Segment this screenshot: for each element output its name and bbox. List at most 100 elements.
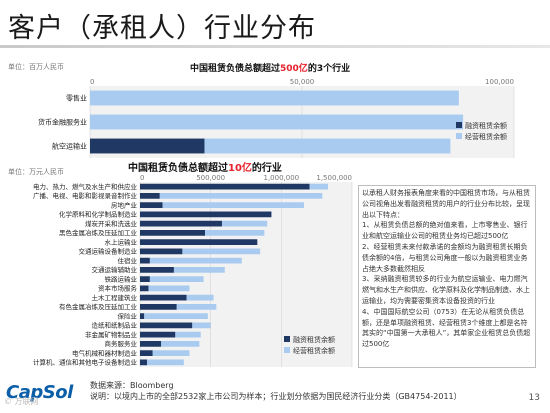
- bar-finance-lease: [140, 304, 177, 310]
- bar-finance-lease: [140, 230, 206, 236]
- notes-item: 1、从租赁负债总额的绝对值来看，上市零售业、银行业和航空运输业公司的租赁业务均已…: [362, 221, 528, 241]
- bar-operating-lease: [159, 193, 323, 199]
- bar-finance-lease: [140, 193, 160, 199]
- category-label: 造纸和纸制品业: [92, 321, 138, 330]
- bar-operating-lease: [162, 202, 304, 208]
- page-number: 13: [528, 393, 540, 403]
- bar-operating-lease: [192, 322, 211, 329]
- title-divider: [0, 45, 550, 48]
- bar-operating-lease: [175, 331, 201, 338]
- legend-label: 经营租赁余额: [293, 346, 335, 355]
- category-label: 交通运输设备制造业: [79, 247, 138, 256]
- bar-finance-lease: [140, 276, 150, 282]
- x-tick-label: 50,000: [290, 78, 315, 86]
- bar-operating-lease: [173, 267, 225, 273]
- x-tick-label: 500,000: [196, 174, 225, 182]
- bar-operating-lease: [90, 90, 459, 106]
- bar-operating-lease: [144, 313, 208, 319]
- legend-swatch: [284, 336, 290, 342]
- category-label: 电力、热力、燃气及水生产和供应业: [33, 182, 138, 191]
- bar-operating-lease: [90, 114, 464, 130]
- legend-label: 融资租赁余额: [293, 335, 335, 344]
- category-label: 煤炭开采和洗选业: [85, 219, 138, 228]
- chart1-title: 中国租赁负债总额超过500亿的3个行业: [190, 64, 351, 74]
- bar-finance-lease: [140, 220, 222, 227]
- bar-operating-lease: [186, 294, 214, 301]
- bar-operating-lease: [309, 183, 328, 190]
- bar-operating-lease: [205, 230, 265, 236]
- chart2-svg: 0 500,000 1,000,000 1,500,000 电力、热力、燃气及水生产和供…: [33, 174, 353, 367]
- source-line: 数据来源：Bloomberg: [90, 381, 174, 390]
- category-label: 航空运输业: [52, 142, 87, 151]
- source-note: 数据来源：Bloomberg 说明：以境内上市的全部2532家上市公司为样本；行…: [90, 380, 462, 402]
- notes-intro: 以承租人财务报表角度来看的中国租赁市场，与从租赁公司视角出发看融资租赁的用户的行…: [362, 189, 530, 219]
- category-label: 交通运输辅助业: [92, 265, 138, 274]
- category-label: 土木工程建筑业: [92, 293, 138, 302]
- chart1-unit: 单位：百万人民币: [8, 63, 64, 71]
- chart2-title: 中国租赁负债总额超过10亿的行业: [128, 163, 282, 174]
- bar-finance-lease: [140, 248, 183, 255]
- bar-finance-lease: [140, 257, 150, 264]
- bar-finance-lease: [140, 202, 163, 208]
- bar-operating-lease: [221, 220, 268, 227]
- x-tick-label: 0: [140, 174, 144, 182]
- capsol-logo: CapSol: [6, 382, 73, 403]
- notes-box: 以承租人财务报表角度来看的中国租赁市场，与从租赁公司视角出发看融资租赁的用户的行…: [358, 185, 536, 368]
- category-label: 零售业: [66, 94, 87, 103]
- category-label: 广播、电视、电影和影视录音制作业: [33, 191, 138, 200]
- category-label: 货币金融服务业: [38, 118, 87, 127]
- bar-finance-lease: [140, 211, 272, 218]
- bar-finance-lease: [140, 183, 310, 190]
- bar-operating-lease: [149, 257, 242, 264]
- x-tick-label: 100,000: [485, 78, 514, 86]
- bar-operating-lease: [161, 341, 200, 347]
- bar-finance-lease: [90, 138, 205, 154]
- notes-item: 3、采纳融资租赁较多的行业为航空运输业、电力燃汽燃气和水生产和供应、化学原料及化…: [362, 275, 530, 305]
- x-tick-label: 1,000,000: [264, 174, 300, 182]
- legend-label: 经营租赁余额: [465, 132, 507, 141]
- category-label: 水上运输业: [105, 237, 138, 246]
- chart2-unit: 单位：万元人民币: [8, 168, 64, 176]
- bar-operating-lease: [147, 359, 184, 366]
- watermark: © 万联网: [4, 397, 39, 406]
- legend-swatch: [456, 133, 462, 139]
- legend-swatch: [456, 122, 462, 128]
- category-label: 住宿业: [118, 256, 138, 265]
- category-label: 房地产业: [111, 200, 138, 209]
- bar-finance-lease: [140, 350, 153, 356]
- bar-finance-lease: [140, 294, 187, 301]
- category-label: 有色金属冶炼及压延加工业: [59, 302, 138, 311]
- category-label: 黑色金属冶炼及压延加工业: [59, 228, 138, 237]
- bar-operating-lease: [204, 138, 451, 154]
- bar-operating-lease: [152, 350, 190, 356]
- x-tick-label: 1,500,000: [316, 174, 352, 182]
- category-label: 资本市场服务: [98, 284, 138, 293]
- bar-operating-lease: [182, 248, 261, 255]
- category-label: 计算机、通信和其他电子设备制造业: [33, 358, 138, 367]
- bar-finance-lease: [140, 359, 148, 366]
- bar-finance-lease: [140, 313, 145, 319]
- notes-item: 2、经营租赁未来付款承诺的金额均为融资租赁长期负债余额的4倍，与租赁公司角度一般…: [362, 242, 528, 273]
- category-label: 非金属矿物制品业: [85, 330, 138, 339]
- bar-finance-lease: [140, 239, 258, 245]
- explanation-line: 说明：以境内上市的全部2532家上市公司为样本；行业划分依据为国民经济行业分类（…: [90, 392, 462, 401]
- bar-operating-lease: [148, 285, 190, 292]
- bar-finance-lease: [140, 331, 176, 338]
- bar-operating-lease: [149, 276, 204, 282]
- legend-label: 融资租赁余额: [465, 121, 507, 130]
- legend-swatch: [284, 347, 290, 353]
- bar-finance-lease: [140, 285, 149, 292]
- category-label: 化学原料和化学制品制造业: [59, 210, 138, 219]
- category-label: 电气机械和器材制造业: [72, 348, 138, 357]
- notes-item: 4、中国国际航空公司（0753）在无论从租赁负债总额，还是单项融资租赁、经营租赁…: [362, 307, 531, 349]
- bar-operating-lease: [176, 304, 217, 310]
- bar-finance-lease: [140, 341, 162, 347]
- category-label: 保险业: [118, 311, 138, 320]
- category-label: 铁路运输业: [105, 274, 138, 283]
- bar-finance-lease: [140, 267, 174, 273]
- x-tick-label: 0: [90, 78, 94, 86]
- bar-finance-lease: [140, 322, 193, 329]
- category-label: 商务服务业: [105, 339, 138, 348]
- page-title: 客户（承租人）行业分布: [8, 13, 316, 44]
